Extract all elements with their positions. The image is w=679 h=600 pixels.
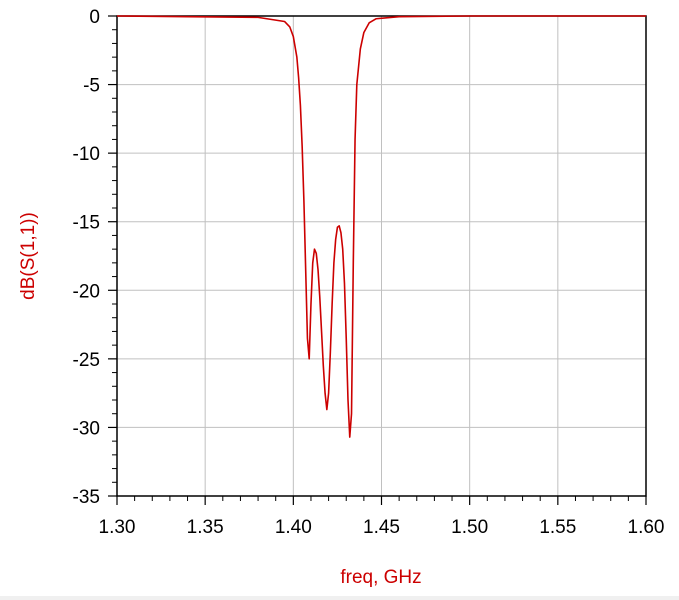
x-tick-label: 1.35 xyxy=(187,517,224,538)
bottom-strip xyxy=(0,596,679,600)
y-axis-title: dB(S(1,1)) xyxy=(18,212,39,300)
grid xyxy=(117,16,646,496)
x-tick-label: 1.30 xyxy=(99,517,136,538)
x-tick-label: 1.60 xyxy=(628,517,665,538)
y-tick-label: -15 xyxy=(73,213,100,234)
x-tick-label: 1.40 xyxy=(275,517,312,538)
plot-frame xyxy=(116,15,647,497)
y-tick-label: -30 xyxy=(73,418,100,439)
y-tick-label: -35 xyxy=(73,487,100,508)
series-line-s11 xyxy=(116,15,646,438)
y-tick-labels: 0 -5 -10 -15 -20 -25 -30 -35 xyxy=(73,7,100,508)
y-tick-label: -20 xyxy=(73,281,100,302)
series-layer xyxy=(116,15,646,438)
x-axis-title: freq, GHz xyxy=(340,567,421,588)
x-tick-label: 1.55 xyxy=(539,517,576,538)
y-tick-label: -5 xyxy=(83,76,100,97)
y-tick-label: 0 xyxy=(89,7,100,28)
y-tick-label: -25 xyxy=(73,350,100,371)
x-tick-labels: 1.30 1.35 1.40 1.45 1.50 1.55 1.60 xyxy=(99,517,665,538)
x-tick-label: 1.50 xyxy=(451,517,488,538)
x-tick-label: 1.45 xyxy=(363,517,400,538)
minor-ticks xyxy=(108,15,647,505)
y-tick-label: -10 xyxy=(73,144,100,165)
